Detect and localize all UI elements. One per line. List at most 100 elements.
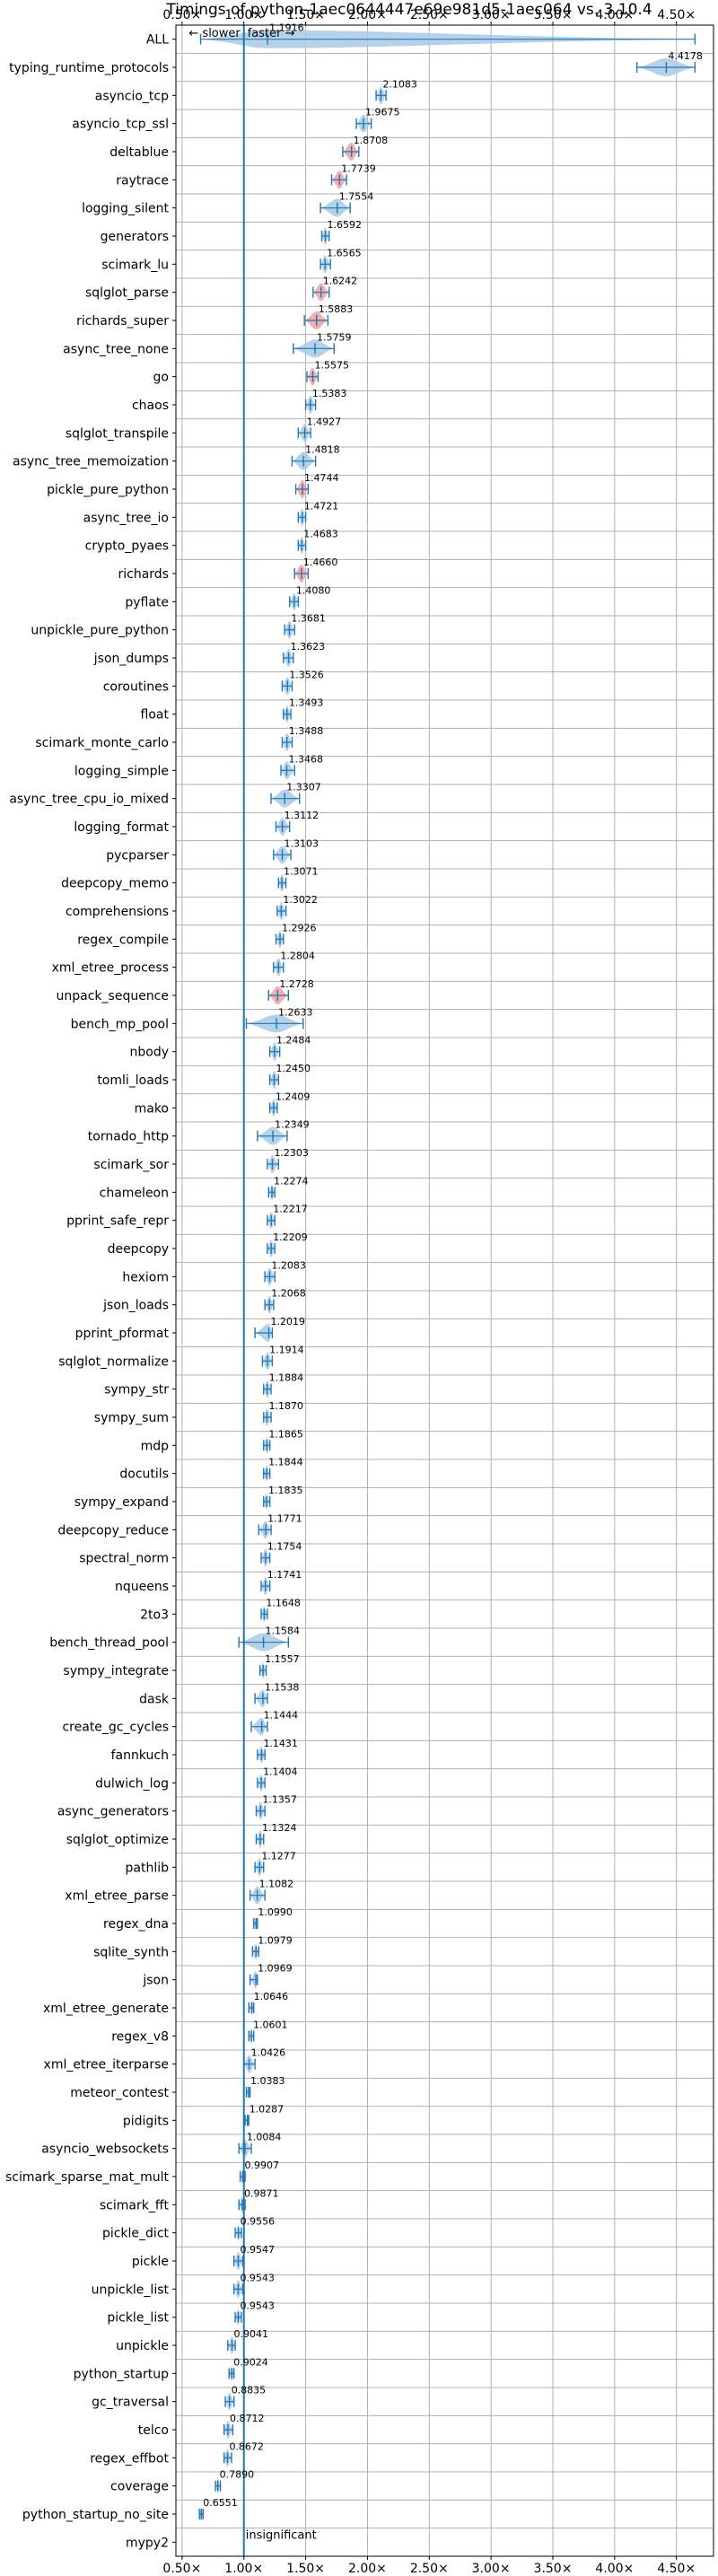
- category-label: sqlite_synth: [93, 1945, 169, 1959]
- faster-direction-label: faster →: [248, 27, 295, 40]
- category-label: bench_thread_pool: [49, 1636, 169, 1651]
- benchmark-row-regex_compile: [275, 930, 285, 949]
- value-label: 1.3307: [286, 782, 321, 793]
- category-label: regex_v8: [111, 2029, 169, 2044]
- category-label: scimark_fft: [100, 2198, 170, 2212]
- benchmark-row-logging_silent: [320, 198, 351, 217]
- benchmark-row-python_startup: [228, 2366, 235, 2381]
- category-label: deepcopy: [108, 1242, 169, 1257]
- benchmark-row-richards_super: [303, 311, 329, 329]
- value-label: 1.1444: [264, 1710, 299, 1722]
- benchmark-row-spectral_norm: [260, 1548, 271, 1567]
- category-label: telco: [138, 2423, 169, 2438]
- benchmark-row-xml_etree_process: [273, 958, 285, 977]
- benchmark-row-generators: [320, 227, 330, 245]
- value-label: 1.6565: [327, 247, 362, 258]
- value-label: 0.9543: [240, 2300, 275, 2312]
- category-label: deepcopy_reduce: [57, 1523, 169, 1538]
- benchmark-row-deepcopy: [267, 1240, 276, 1257]
- category-label: richards_super: [76, 314, 169, 329]
- category-label: unpickle_list: [92, 2282, 170, 2297]
- value-label: 1.5759: [317, 331, 352, 343]
- benchmark-row-json: [249, 1970, 258, 1989]
- benchmark-row-sympy_sum: [263, 1408, 272, 1426]
- value-label: 0.8835: [232, 2385, 267, 2396]
- category-label: pyflate: [125, 595, 169, 609]
- category-label: logging_simple: [74, 764, 169, 778]
- value-label: 0.9907: [244, 2160, 279, 2171]
- value-label: 1.2217: [273, 1204, 308, 1215]
- category-label: crypto_pyaes: [85, 539, 169, 554]
- category-label: spectral_norm: [79, 1552, 169, 1566]
- category-label: unpickle_pure_python: [31, 624, 169, 638]
- category-label: mako: [135, 1101, 169, 1116]
- value-label: 0.9871: [244, 2187, 279, 2199]
- value-label: 1.2068: [271, 1288, 306, 1300]
- category-label: pprint_safe_repr: [66, 1214, 169, 1229]
- category-label: xml_etree_parse: [65, 1889, 169, 1904]
- benchmark-row-float: [283, 705, 292, 723]
- benchmark-row-deepcopy_memo: [277, 873, 287, 892]
- top-axis-ticks: 0.50× 1.00× 1.50× 2.00× 2.50× 3.00× 3.50× 4.00×…: [162, 8, 696, 25]
- bottom-tick-label: 3.50×: [534, 2562, 573, 2576]
- benchmark-row-sqlglot_optimize: [255, 1830, 265, 1848]
- category-labels: ALL typing_runtime_protocols asyncio_tcpas…: [5, 33, 176, 2550]
- chart-title: Timings of python-1aec0644447e69e981d5-1…: [165, 1, 652, 19]
- value-label: 1.2349: [275, 1119, 310, 1131]
- benchmark-row-unpickle_pure_python: [284, 620, 295, 639]
- value-label: 1.0287: [250, 2103, 285, 2115]
- benchmark-row-ALL: [199, 30, 696, 48]
- value-label: 1.0084: [247, 2132, 282, 2143]
- benchmark-row-gc_traversal: [224, 2392, 235, 2411]
- benchmark-row-scimark_sor: [267, 1155, 279, 1173]
- value-label: 1.3112: [285, 810, 320, 821]
- category-label: logging_format: [74, 820, 169, 835]
- value-label: 1.0990: [258, 1906, 293, 1918]
- value-label: 1.0646: [254, 1991, 289, 2002]
- category-label: tomli_loads: [97, 1073, 169, 1088]
- benchmark-row-coverage: [215, 2478, 222, 2493]
- category-label: regex_dna: [103, 1917, 169, 1932]
- category-label: coroutines: [103, 679, 169, 694]
- value-label: 1.2926: [282, 922, 317, 933]
- benchmark-row-mdp: [263, 1437, 271, 1454]
- value-label: 1.3022: [283, 894, 318, 906]
- benchmark-row-fannkuch: [257, 1746, 266, 1764]
- value-label: 1.7739: [341, 162, 376, 174]
- value-label: 1.3468: [288, 753, 323, 765]
- top-tick-label: 3.00×: [472, 8, 511, 22]
- category-label: async_tree_memoization: [13, 455, 169, 469]
- benchmark-row-sqlglot_parse: [312, 283, 330, 302]
- value-label: 1.0601: [253, 2019, 288, 2030]
- bottom-tick-label: 4.00×: [595, 2562, 634, 2576]
- benchmark-row-asyncio_tcp: [375, 86, 387, 105]
- plot-frame: [175, 24, 714, 2557]
- value-label: 2.1083: [382, 78, 417, 90]
- value-label: 1.4721: [304, 500, 339, 512]
- benchmark-row-meteor_contest: [245, 2085, 251, 2099]
- category-label: pickle_list: [107, 2311, 169, 2326]
- value-label: 1.4818: [305, 444, 340, 456]
- value-label: 0.9547: [240, 2244, 275, 2256]
- top-tick-label: 4.50×: [657, 8, 696, 22]
- category-label: docutils: [119, 1468, 169, 1482]
- benchmark-row-typing_runtime_protocols: [635, 58, 696, 76]
- category-label: async_tree_cpu_io_mixed: [9, 793, 169, 807]
- value-label: 0.8712: [230, 2413, 265, 2424]
- value-label: 1.4683: [303, 529, 338, 540]
- category-label: gc_traversal: [92, 2396, 169, 2410]
- value-label: 1.2409: [276, 1091, 311, 1102]
- bottom-tick-label: 2.00×: [348, 2562, 387, 2576]
- value-label: 1.1741: [267, 1569, 302, 1581]
- value-label: 0.9024: [233, 2356, 268, 2368]
- benchmark-row-json_loads: [264, 1295, 275, 1314]
- benchmark-row-dulwich_log: [257, 1774, 266, 1792]
- category-label: json: [142, 1974, 169, 1988]
- benchmark-row-crypto_pyaes: [297, 536, 307, 555]
- value-label: 1.2450: [276, 1063, 311, 1074]
- slower-direction-label: ← slower: [188, 27, 241, 40]
- value-label: 1.9675: [365, 107, 400, 118]
- value-labels: 1.19164.41782.10831.96751.87081.77391.75…: [203, 22, 703, 2509]
- category-label: typing_runtime_protocols: [9, 61, 169, 75]
